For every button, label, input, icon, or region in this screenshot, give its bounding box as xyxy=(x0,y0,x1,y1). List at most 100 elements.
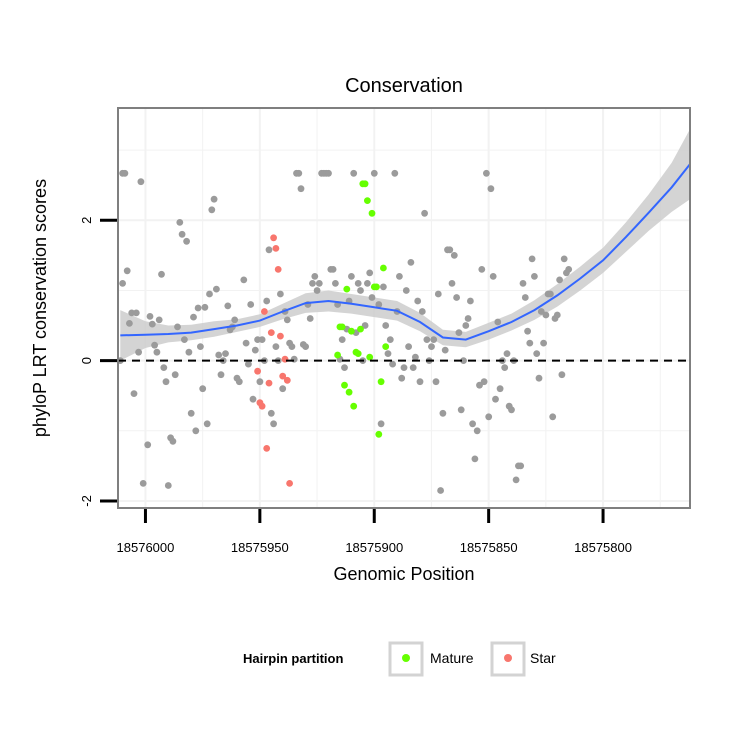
point-other xyxy=(478,266,486,273)
point-other xyxy=(473,427,481,435)
point-other xyxy=(430,336,438,343)
point-other xyxy=(151,341,159,349)
point-other xyxy=(192,427,200,435)
x-tick-label: 18575900 xyxy=(345,540,403,555)
point-other xyxy=(398,374,406,382)
point-other xyxy=(183,237,191,245)
point-other xyxy=(517,462,525,470)
point-other xyxy=(416,378,424,386)
point-other xyxy=(446,246,454,254)
point-other xyxy=(235,378,243,386)
point-other xyxy=(492,395,499,403)
point-other xyxy=(533,350,541,357)
x-tick-label: 18575950 xyxy=(231,540,289,555)
point-other xyxy=(181,336,188,343)
point-other xyxy=(242,339,250,347)
point-other xyxy=(306,315,314,322)
point-other xyxy=(460,357,467,364)
point-other xyxy=(558,371,566,379)
point-mature xyxy=(343,285,351,293)
point-other xyxy=(508,406,515,414)
point-other xyxy=(251,346,259,354)
point-other xyxy=(528,255,536,263)
point-other xyxy=(418,308,426,315)
point-other xyxy=(267,409,275,417)
point-other xyxy=(348,273,355,280)
point-other xyxy=(311,273,319,280)
point-other xyxy=(176,219,184,226)
legend-item-mature: Mature xyxy=(388,641,474,677)
point-other xyxy=(258,336,266,343)
point-other xyxy=(139,480,147,487)
point-star xyxy=(279,372,287,380)
point-other xyxy=(464,315,472,322)
point-other xyxy=(501,364,509,371)
point-other xyxy=(178,230,186,238)
point-star xyxy=(258,402,266,410)
point-other xyxy=(521,294,529,301)
point-other xyxy=(407,259,415,266)
point-other xyxy=(402,287,410,294)
point-other xyxy=(467,297,474,305)
point-mature xyxy=(368,209,376,217)
legend-title: Hairpin partition xyxy=(243,651,343,666)
point-other xyxy=(382,322,390,329)
point-other xyxy=(547,290,554,298)
point-other xyxy=(130,390,138,397)
point-mature xyxy=(375,430,383,438)
point-other xyxy=(302,343,309,350)
point-other xyxy=(553,311,561,319)
point-other xyxy=(450,252,458,259)
point-other xyxy=(448,280,456,287)
point-other xyxy=(512,476,520,484)
point-other xyxy=(469,420,476,428)
smooth-curve xyxy=(120,163,691,341)
legend-swatch-mature xyxy=(402,654,410,662)
point-mature xyxy=(382,343,390,350)
point-other xyxy=(414,297,422,305)
point-other xyxy=(423,336,431,343)
point-other xyxy=(389,360,396,368)
point-other xyxy=(462,322,470,329)
point-mature xyxy=(364,197,371,205)
point-other xyxy=(377,420,385,428)
point-star xyxy=(277,332,284,340)
point-other xyxy=(496,385,504,393)
point-mature xyxy=(361,180,369,188)
point-other xyxy=(240,276,248,284)
point-other xyxy=(245,360,252,368)
y-axis-title: phyloP LRT conservation scores xyxy=(30,179,50,437)
point-other xyxy=(174,323,181,331)
legend-label-star: Star xyxy=(530,650,556,666)
point-other xyxy=(203,420,211,428)
axes: 18576000 18575950 18575900 18575850 18575800… xyxy=(79,217,632,555)
point-other xyxy=(565,266,573,273)
point-other xyxy=(364,280,371,287)
point-other xyxy=(164,482,172,489)
point-mature xyxy=(380,264,387,272)
point-other xyxy=(249,395,257,403)
point-other xyxy=(524,327,531,335)
point-other xyxy=(137,178,145,186)
point-other xyxy=(135,348,143,356)
point-mature xyxy=(338,323,346,331)
point-other xyxy=(519,280,527,287)
point-other xyxy=(270,420,277,428)
point-other xyxy=(434,290,442,298)
point-other xyxy=(366,269,374,277)
point-other xyxy=(455,329,463,336)
x-tick-label: 18576000 xyxy=(117,540,175,555)
point-other xyxy=(231,316,239,324)
chart-title: Conservation xyxy=(345,75,463,97)
point-other xyxy=(531,273,538,280)
point-star xyxy=(261,308,268,315)
point-other xyxy=(190,313,197,321)
point-other xyxy=(405,343,412,350)
point-other xyxy=(542,311,550,319)
point-other xyxy=(315,280,323,287)
point-other xyxy=(437,487,444,494)
point-other xyxy=(155,316,163,324)
point-other xyxy=(556,276,563,284)
legend-item-star: Star xyxy=(490,641,556,677)
point-mature xyxy=(373,283,380,291)
